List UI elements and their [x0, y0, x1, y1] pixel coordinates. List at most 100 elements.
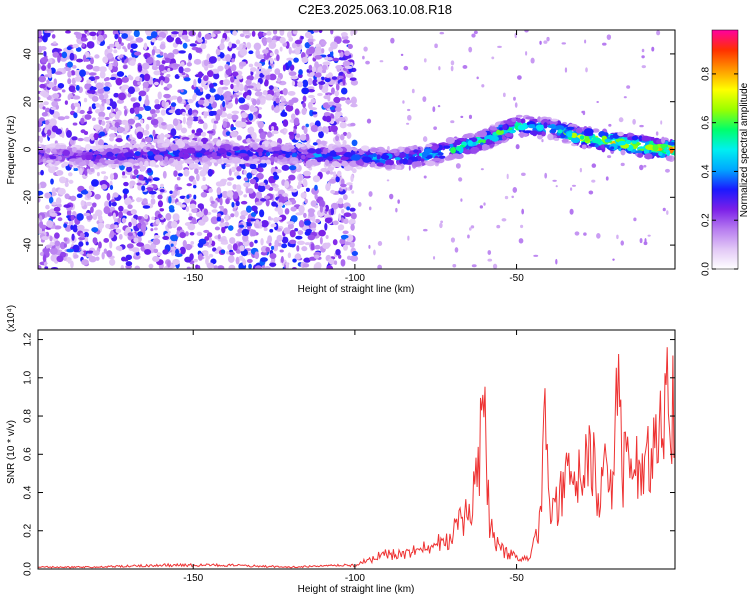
spectrogram-noise-cell — [191, 208, 198, 214]
spectrogram-noise-cell — [63, 223, 68, 228]
spectrogram-noise-cell — [70, 70, 75, 76]
spectrogram-noise-cell — [197, 99, 205, 105]
spectrogram-noise-cell — [265, 74, 271, 81]
spectrogram-noise-cell — [290, 113, 296, 120]
spectrogram-noise-cell — [337, 202, 344, 209]
spectrogram-noise-cell — [343, 212, 352, 218]
spectrogram-noise-cell — [70, 215, 75, 221]
spectrogram-noise-cell — [273, 125, 279, 132]
spectrogram-noise-cell — [51, 34, 56, 39]
spectrogram-noise-cell — [126, 166, 133, 173]
spectrogram-noise-cell — [116, 126, 124, 134]
spectrogram-ridge-cell — [164, 156, 169, 163]
spectrogram-noise-cell — [390, 37, 395, 44]
spectrogram-noise-cell — [223, 30, 231, 34]
spectrogram-noise-cell — [108, 43, 115, 48]
spectrogram-noise-cell — [151, 216, 155, 221]
spectrogram-noise-cell — [197, 38, 203, 43]
spectrogram-noise-cell — [492, 263, 498, 269]
spectrogram-noise-cell — [66, 61, 73, 68]
spectrogram-noise-cell — [397, 199, 400, 204]
spectrogram-ridge-cell — [554, 125, 565, 131]
spectrogram-noise-cell — [91, 227, 99, 233]
spectrogram-noise-cell — [239, 215, 246, 220]
spectrogram-noise-cell — [78, 236, 86, 241]
spectrogram-noise-cell — [101, 101, 105, 107]
spectrogram-noise-cell — [246, 75, 255, 81]
spectrogram-noise-cell — [228, 225, 234, 231]
snr-y-tick-label: 0.4 — [23, 485, 34, 499]
spectrogram-noise-cell — [186, 266, 191, 269]
spectrogram-noise-cell — [222, 37, 226, 42]
spectrogram-noise-cell — [152, 256, 160, 262]
spectrogram-noise-cell — [338, 213, 342, 221]
spectrogram-noise-cell — [159, 208, 165, 212]
spectrogram-noise-cell — [662, 207, 666, 212]
spectrogram-noise-cell — [80, 117, 85, 125]
spectrogram-noise-cell — [200, 43, 207, 50]
spectrogram-noise-cell — [140, 119, 144, 124]
colorbar-ticks: 0.0 0.2 0.4 0.6 0.8 — [701, 67, 738, 276]
spectrogram-noise-cell — [288, 36, 294, 42]
spectrogram-noise-cell — [98, 111, 106, 118]
spectrogram-ridge-cell — [300, 154, 306, 160]
spectrogram-noise-cell — [350, 30, 354, 36]
spectrogram-noise-cell — [137, 216, 142, 220]
spectrogram-noise-cell — [172, 258, 180, 266]
spectrogram-ridge-cell — [547, 133, 554, 141]
spectrogram-noise-cell — [95, 82, 104, 90]
spectrogram-noise-cell — [212, 72, 220, 80]
spectrogram-ridge-cell — [376, 162, 384, 167]
spectrogram-noise-cell — [57, 187, 66, 196]
spectrogram-noise-cell — [122, 46, 126, 50]
spectrogram-noise-cell — [292, 258, 297, 263]
spectrogram-ridge-cell — [550, 118, 559, 122]
spectrogram-noise-cell — [71, 136, 78, 141]
spectrogram-noise-cell — [571, 184, 577, 187]
colorbar: 0.0 0.2 0.4 0.6 0.8 Normalized spectral ampl… — [701, 29, 750, 276]
spectrogram-ridge-cell — [92, 145, 101, 150]
spectrogram-noise-cell — [276, 77, 281, 83]
spectrogram-noise-cell — [66, 208, 72, 217]
spectrogram-ridge-cell — [430, 145, 438, 151]
spectrogram-noise-cell — [199, 169, 207, 177]
spectrogram-noise-cell — [203, 122, 208, 130]
spectrogram-noise-cell — [302, 170, 311, 177]
spectrogram-noise-cell — [346, 131, 352, 139]
spectrogram-noise-cell — [243, 182, 251, 188]
spectrogram-noise-cell — [169, 208, 175, 213]
spectrogram-ridge-cell — [134, 151, 141, 157]
spectrogram-noise-cell — [206, 262, 215, 269]
spectrogram-noise-cell — [310, 243, 315, 251]
spectrogram-noise-cell — [235, 256, 240, 265]
spectrogram-noise-cell — [234, 210, 239, 218]
spectrogram-noise-cell — [230, 126, 237, 131]
spectrogram-ridge-cell — [81, 154, 86, 161]
spectrogram-noise-cell — [92, 65, 101, 72]
spectrogram-ridge-cell — [581, 144, 587, 150]
spectrogram-ridge-cell — [62, 149, 71, 156]
spectrogram-ridge-cell — [134, 162, 140, 166]
spectrogram-noise-cell — [38, 96, 41, 101]
spectrogram-noise-cell — [157, 200, 164, 208]
spectrogram-noise-cell — [121, 175, 128, 179]
spectrogram-noise-cell — [277, 207, 284, 216]
spectrogram-noise-cell — [72, 224, 78, 233]
spectrogram-ridge-cell — [449, 143, 454, 148]
spectrogram-noise-cell — [153, 70, 161, 76]
spectrogram-noise-cell — [216, 187, 222, 195]
spectrogram-noise-cell — [337, 224, 345, 231]
spectrogram-noise-cell — [283, 227, 291, 235]
spectrogram-noise-cell — [154, 103, 162, 110]
spectrogram-noise-cell — [363, 46, 368, 52]
spectrogram-noise-cell — [241, 228, 250, 237]
spectrogram-noise-cell — [89, 31, 97, 37]
spectrogram-noise-cell — [346, 255, 352, 260]
spectrogram-ridge-cell — [232, 146, 240, 151]
spectrogram-ridge-cell — [525, 116, 535, 120]
spectrogram-noise-cell — [660, 120, 663, 125]
spectrogram-ridge-cell — [231, 157, 241, 164]
spectrogram-noise-cell — [298, 184, 303, 188]
spectrogram-noise-cell — [151, 65, 159, 71]
spectrogram-noise-cell — [141, 185, 146, 192]
